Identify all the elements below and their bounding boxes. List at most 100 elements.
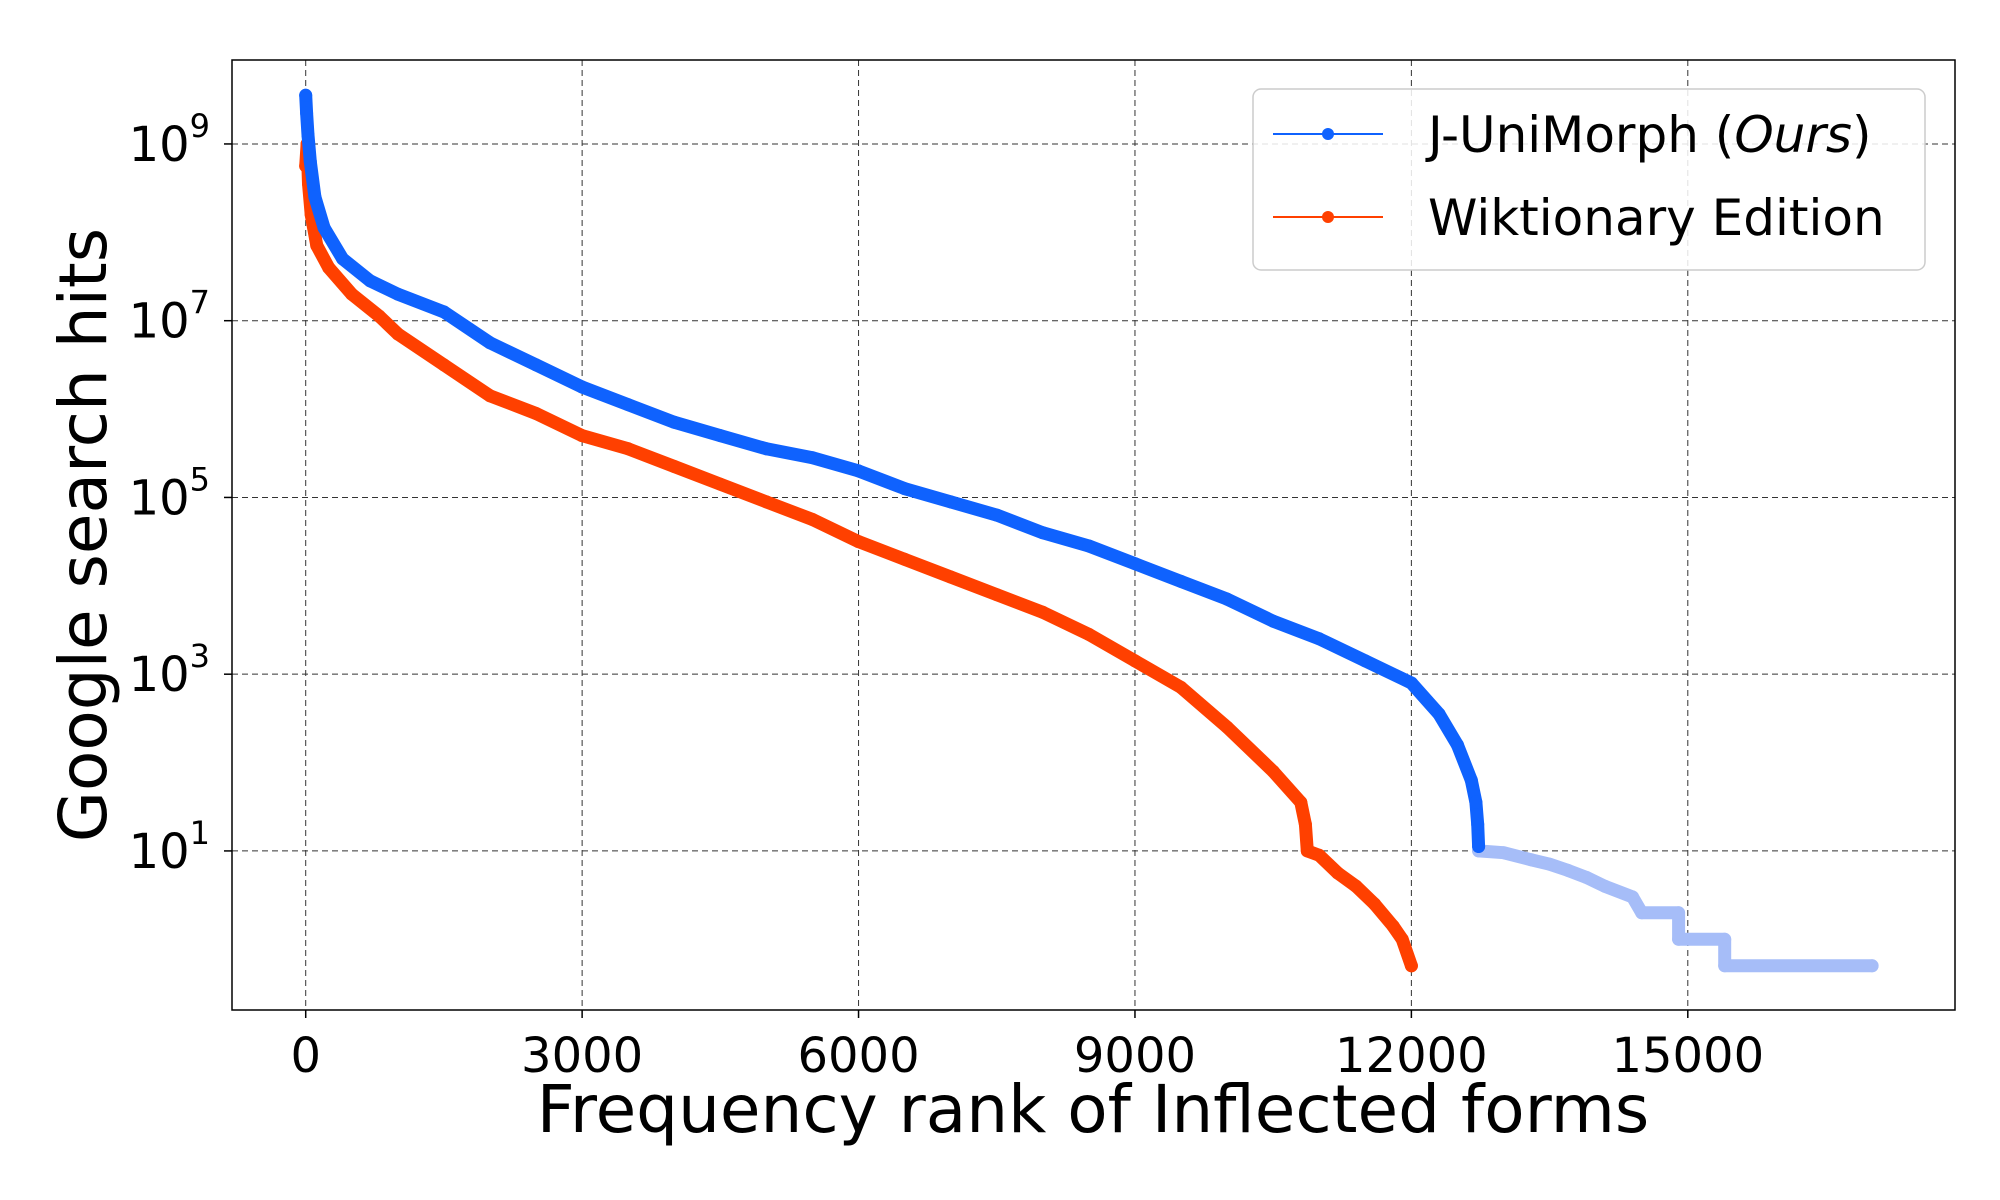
legend-jum-italic: Ours — [1734, 106, 1852, 164]
wik-series-point — [322, 261, 336, 275]
wik-series-point — [1331, 866, 1345, 880]
jum-tail-point — [1865, 959, 1879, 973]
wik-series-point — [1294, 795, 1308, 809]
legend-wik-label: Wiktionary Edition — [1428, 189, 1885, 247]
jum-tail-point — [1579, 870, 1593, 884]
x-tick-label: 3000 — [521, 1028, 643, 1084]
y-tick-exponent: 7 — [190, 284, 210, 322]
wik-series-point — [621, 442, 635, 456]
wik-series-point — [1395, 932, 1409, 946]
jum-tail-point — [1626, 890, 1639, 904]
jum-series-point — [1266, 614, 1280, 628]
legend-jum-suffix: ) — [1852, 106, 1872, 164]
jum-series-point — [437, 305, 451, 319]
jum-tail-point — [1497, 846, 1510, 860]
y-tick-base: 10 — [129, 470, 190, 526]
legend-jum-prefix: J-UniMorph ( — [1425, 106, 1734, 164]
jum-series-point — [1469, 795, 1483, 809]
wik-series-point — [1386, 919, 1400, 933]
jum-series-point — [1450, 738, 1464, 752]
jum-series-point — [299, 88, 313, 102]
y-tick-label: 103 — [129, 637, 210, 703]
wik-series-point — [372, 309, 386, 323]
jum-series-point — [1128, 557, 1142, 571]
wik-series-point — [667, 460, 681, 473]
jum-series-point — [1471, 817, 1485, 831]
wik-series-point — [483, 389, 497, 403]
wik-series-point — [391, 327, 405, 341]
jum-series-point — [852, 464, 865, 478]
jum-series-point — [621, 398, 635, 412]
plot-frame — [231, 59, 1956, 1011]
wik-series-point — [345, 287, 359, 301]
y-tick-label: 101 — [129, 814, 210, 880]
jum-series-point — [1404, 676, 1418, 690]
jum-series-point — [759, 442, 773, 456]
wik-series-point — [1300, 844, 1314, 858]
jum-series-point — [391, 287, 405, 301]
wik-series-point — [1368, 897, 1381, 911]
y-tick-label: 105 — [129, 460, 210, 526]
legend-wik-marker-icon — [1322, 211, 1334, 223]
y-tick-exponent: 9 — [190, 107, 210, 145]
y-tick-exponent: 1 — [190, 814, 210, 852]
jum-tail-point — [1672, 906, 1686, 920]
wik-series-point — [852, 535, 865, 549]
jum-series-point — [575, 380, 589, 394]
y-tick-exponent: 5 — [190, 460, 210, 498]
jum-tail-point — [1598, 879, 1612, 893]
y-tick-exponent: 3 — [190, 637, 210, 675]
y-tick-label: 109 — [129, 107, 210, 173]
jum-series-point — [1472, 840, 1486, 853]
wik-series-point — [1266, 764, 1280, 778]
jum-series-point — [898, 482, 912, 496]
wik-series-point — [1349, 879, 1363, 893]
wik-series-point — [1404, 959, 1418, 973]
wik-series-point — [898, 552, 912, 566]
jum-series-point — [363, 274, 377, 288]
jum-series-point — [713, 429, 727, 443]
y-tick-base: 10 — [129, 294, 190, 350]
wik-series-point — [310, 239, 324, 253]
wik-series-point — [1174, 680, 1188, 694]
wik-series-point — [1220, 720, 1234, 734]
legend: J-UniMorph (Ours) Wiktionary Edition — [1252, 88, 1926, 271]
jum-series-point — [336, 252, 350, 266]
legend-box — [1252, 88, 1926, 271]
jum-series-point — [1432, 707, 1446, 721]
x-axis-label: Frequency rank of Inflected forms — [537, 1071, 1650, 1148]
jum-tail-point — [1561, 863, 1575, 877]
jum-series-point — [301, 128, 315, 142]
jum-tail-point — [1524, 853, 1538, 867]
wik-series-point — [437, 358, 451, 372]
wik-series-point — [575, 429, 589, 443]
y-tick-base: 10 — [129, 117, 190, 173]
wik-series-point — [990, 588, 1004, 602]
jum-series-point — [1082, 539, 1096, 553]
jum-series-point — [300, 106, 314, 120]
jum-series-point — [990, 508, 1004, 522]
x-tick-label: 6000 — [797, 1028, 919, 1084]
jum-series-point — [483, 336, 497, 350]
legend-jum-label: J-UniMorph (Ours) — [1425, 106, 1871, 164]
x-axis-ticks: 0 3000 6000 9000 12000 15000 — [290, 1010, 1764, 1084]
jum-tail-point — [1635, 906, 1649, 920]
wik-series-point — [1082, 627, 1096, 641]
jum-series-point — [1174, 574, 1188, 588]
wik-series-point — [1312, 848, 1326, 862]
jum-series-point — [944, 495, 958, 509]
legend-jum-marker-icon — [1322, 128, 1334, 140]
jum-series-point — [529, 358, 543, 372]
jum-tail-point — [1672, 932, 1686, 946]
jum-series-point — [303, 155, 317, 169]
wik-series-point — [529, 407, 543, 420]
wik-series-point — [713, 477, 727, 491]
jum-tail-point — [1718, 932, 1732, 946]
jum-series-point — [1358, 654, 1372, 668]
jum-series-point — [806, 451, 819, 465]
wik-series-point — [1036, 605, 1050, 619]
data-series — [299, 88, 1879, 973]
jum-series-point — [1036, 526, 1050, 540]
jum-tail-point — [1543, 857, 1557, 871]
